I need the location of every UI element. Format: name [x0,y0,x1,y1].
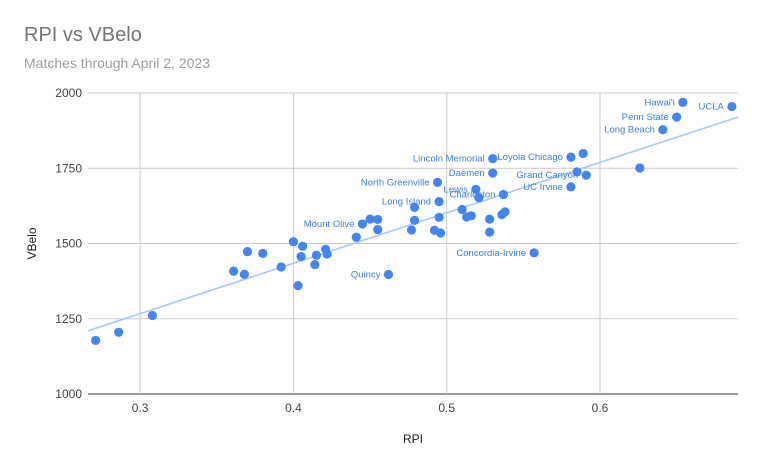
data-point [365,214,375,224]
data-point [471,184,481,194]
data-point [373,214,383,225]
y-tick-label: 1000 [55,387,82,401]
y-tick-label: 1500 [55,237,82,251]
data-point [658,125,668,135]
x-tick-label: 0.4 [285,401,302,415]
data-point [311,250,322,260]
y-tick-label: 1750 [55,161,82,175]
data-point [566,182,576,192]
data-label: Loyola Chicago [497,152,563,163]
y-axis-label: VBelo [25,227,39,259]
data-label: North Greenville [361,177,430,188]
grid-lines [88,92,738,395]
data-point [529,248,539,258]
data-point [498,189,509,200]
data-label: Lewis [444,184,469,195]
data-point [466,211,476,221]
y-tick-label: 2000 [55,86,82,100]
data-point [566,152,576,162]
x-tick-label: 0.3 [132,401,149,415]
chart-title: RPI vs VBelo [24,24,142,46]
data-point [239,269,249,279]
tick-labels: 1000 1250 1500 1750 2000 0.3 0.4 0.5 0.6 [55,86,608,415]
data-label: Charleston [449,189,495,200]
data-point [351,232,361,242]
data-point [727,101,737,112]
data-label: Long Island [382,197,431,208]
data-point [488,154,498,164]
data-point [434,197,444,207]
data-point [488,168,498,178]
data-point [434,212,444,222]
data-point [581,170,591,180]
data-point [242,247,253,257]
data-point [91,335,101,346]
data-label: Lincoln Memorial [413,154,485,165]
data-point [229,266,239,276]
x-axis-label: RPI [403,432,423,446]
data-point [293,281,303,291]
data-point [500,207,510,217]
data-label: UC Irvine [523,182,563,193]
data-point [373,225,383,235]
data-point [435,228,446,238]
data-label: UCLA [699,102,725,113]
data-point [406,225,417,235]
x-tick-label: 0.5 [438,401,455,415]
data-point [357,219,368,229]
data-point [114,327,124,337]
data-point [147,310,157,321]
x-tick-label: 0.6 [592,401,609,415]
data-point [678,97,688,107]
data-point [474,193,484,203]
data-point [635,163,645,173]
data-label: Daemen [449,168,485,179]
data-point [572,167,582,177]
data-point [258,248,268,259]
data-point [383,269,394,280]
data-label: Penn State [622,112,669,123]
data-point [296,251,306,262]
data-point [432,177,443,187]
data-point [409,215,420,225]
data-point [485,227,495,237]
data-point [322,249,332,259]
data-point [672,112,682,122]
data-label: Long Beach [604,125,655,136]
data-point [288,237,299,247]
data-point [276,262,286,272]
data-point [298,241,308,251]
data-points [91,97,737,346]
data-label: Hawai'i [644,97,674,108]
data-label: Grand Canyon [516,170,578,181]
y-tick-label: 1250 [55,312,82,326]
data-point [485,214,495,224]
data-point [578,148,588,159]
data-label: Quincy [351,270,381,281]
chart-subtitle: Matches through April 2, 2023 [24,55,211,71]
data-label: Concordia-Irvine [456,248,526,259]
data-point [457,204,467,215]
data-point [310,259,320,270]
data-point [409,202,420,212]
data-label: Mount Olive [304,219,355,230]
point-labels: Mount Olive Quincy North Greenville Long Is… [304,97,725,280]
